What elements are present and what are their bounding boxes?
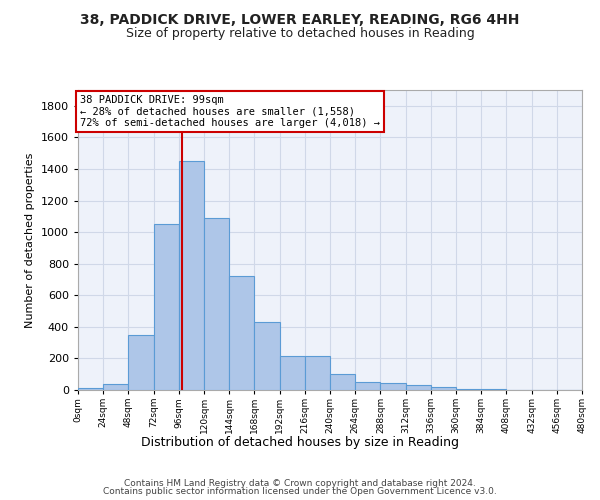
Bar bbox=[406, 386, 431, 390]
Text: Contains HM Land Registry data © Crown copyright and database right 2024.: Contains HM Land Registry data © Crown c… bbox=[124, 478, 476, 488]
Text: Distribution of detached houses by size in Reading: Distribution of detached houses by size … bbox=[141, 436, 459, 449]
Bar bbox=[456, 389, 481, 390]
Bar bbox=[229, 276, 254, 390]
Bar bbox=[204, 218, 229, 390]
Bar bbox=[78, 388, 103, 390]
Bar bbox=[179, 161, 204, 390]
Text: 38, PADDICK DRIVE, LOWER EARLEY, READING, RG6 4HH: 38, PADDICK DRIVE, LOWER EARLEY, READING… bbox=[80, 12, 520, 26]
Bar bbox=[481, 389, 506, 390]
Bar bbox=[355, 382, 380, 390]
Bar bbox=[380, 383, 406, 390]
Bar bbox=[330, 374, 355, 390]
Text: 38 PADDICK DRIVE: 99sqm
← 28% of detached houses are smaller (1,558)
72% of semi: 38 PADDICK DRIVE: 99sqm ← 28% of detache… bbox=[80, 94, 380, 128]
Bar bbox=[128, 334, 154, 390]
Y-axis label: Number of detached properties: Number of detached properties bbox=[25, 152, 35, 328]
Text: Contains public sector information licensed under the Open Government Licence v3: Contains public sector information licen… bbox=[103, 487, 497, 496]
Bar bbox=[254, 322, 280, 390]
Bar bbox=[103, 384, 128, 390]
Text: Size of property relative to detached houses in Reading: Size of property relative to detached ho… bbox=[125, 28, 475, 40]
Bar bbox=[305, 356, 330, 390]
Bar bbox=[280, 356, 305, 390]
Bar bbox=[154, 224, 179, 390]
Bar bbox=[431, 387, 456, 390]
